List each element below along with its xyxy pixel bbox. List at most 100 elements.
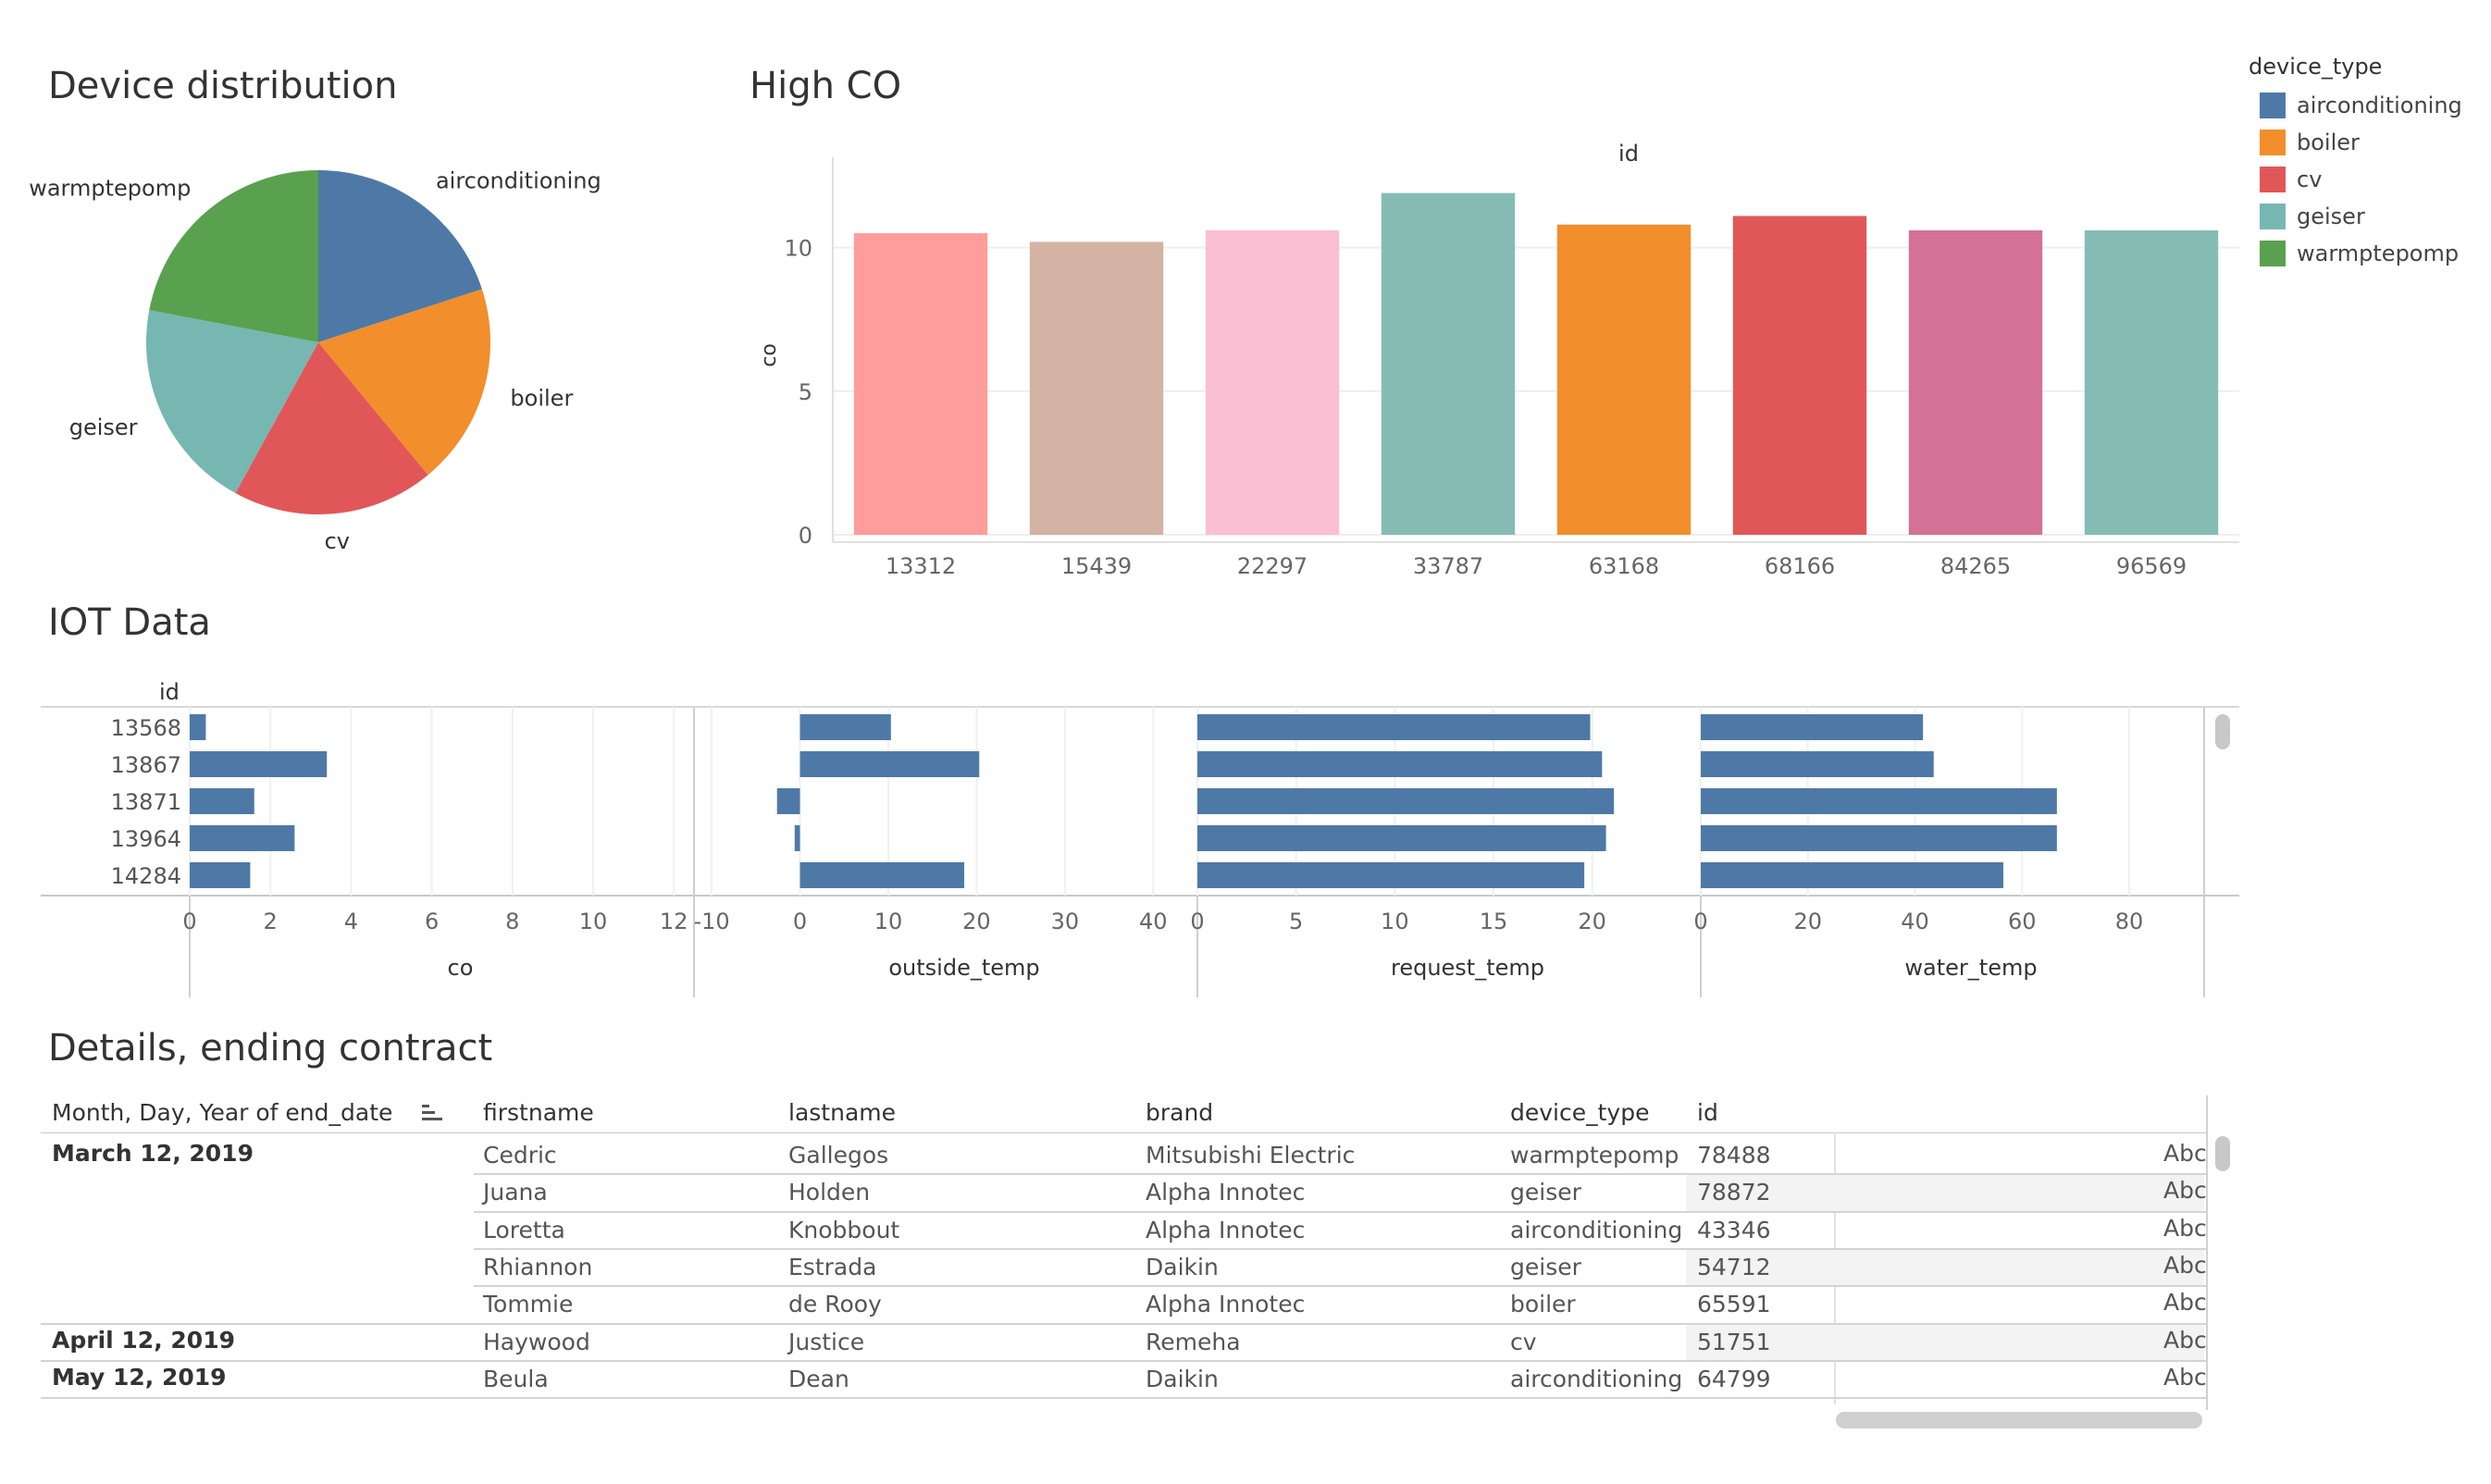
bar-96569[interactable]: [2084, 229, 2219, 535]
bar-co-14284[interactable]: [190, 862, 251, 888]
cell-lastname[interactable]: Justice: [788, 1328, 865, 1355]
legend-label: geiser: [2297, 204, 2365, 229]
cell-firstname[interactable]: Rhiannon: [483, 1253, 593, 1280]
cell-brand[interactable]: Daikin: [1146, 1365, 1219, 1392]
cell-device_type[interactable]: cv: [1510, 1328, 1537, 1355]
cell-id[interactable]: 78488: [1697, 1142, 1771, 1169]
cell-lastname[interactable]: Gallegos: [788, 1142, 889, 1169]
x-tick-label: 68166: [1765, 553, 1835, 579]
date-cell: May 12, 2019: [52, 1363, 227, 1391]
axis-title-water_temp: water_temp: [1904, 955, 2037, 981]
cell-id[interactable]: 65591: [1697, 1291, 1771, 1318]
header-lastname[interactable]: lastname: [788, 1099, 896, 1126]
bar-outside_temp-13871[interactable]: [776, 788, 800, 814]
legend-item-cv[interactable]: cv: [2260, 165, 2322, 194]
bar-68166[interactable]: [1732, 216, 1867, 535]
cell-firstname[interactable]: Beula: [483, 1365, 549, 1392]
cell-lastname[interactable]: Dean: [788, 1365, 849, 1392]
cell-brand[interactable]: Daikin: [1146, 1253, 1219, 1280]
x-tick-label: 20: [1578, 909, 1606, 934]
cell-firstname[interactable]: Cedric: [483, 1142, 557, 1169]
bar-15439[interactable]: [1029, 241, 1164, 535]
cell-brand[interactable]: Alpha Innotec: [1146, 1216, 1306, 1243]
bar-water_temp-13568[interactable]: [1701, 714, 1924, 740]
bar-co-13871[interactable]: [190, 788, 254, 814]
legend-item-boiler[interactable]: boiler: [2260, 128, 2360, 157]
cell-device_type[interactable]: geiser: [1510, 1179, 1581, 1206]
row-divider: [474, 1247, 2206, 1250]
bar-water_temp-14284[interactable]: [1701, 862, 2003, 888]
bar-33787[interactable]: [1381, 192, 1516, 535]
header-brand[interactable]: brand: [1146, 1099, 1214, 1126]
sort-icon[interactable]: [422, 1103, 446, 1123]
header-device-type[interactable]: device_type: [1510, 1099, 1650, 1126]
cell-id[interactable]: 54712: [1697, 1253, 1771, 1280]
bar-request_temp-14284[interactable]: [1197, 862, 1585, 888]
cell-brand[interactable]: Alpha Innotec: [1146, 1179, 1306, 1206]
bar-22297[interactable]: [1205, 229, 1340, 535]
cell-device_type[interactable]: airconditioning: [1510, 1216, 1683, 1243]
cell-lastname[interactable]: Knobbout: [788, 1216, 900, 1243]
header-date[interactable]: Month, Day, Year of end_date: [52, 1099, 393, 1126]
pie-chart-title: Device distribution: [48, 65, 398, 107]
bar-13312[interactable]: [853, 233, 988, 535]
x-tick-label: 20: [962, 909, 991, 934]
legend-item-warmptepomp[interactable]: warmptepomp: [2260, 239, 2459, 268]
bar-request_temp-13867[interactable]: [1197, 751, 1603, 777]
header-divider: [41, 1132, 2206, 1133]
header-firstname[interactable]: firstname: [483, 1099, 594, 1126]
cell-lastname[interactable]: de Rooy: [788, 1291, 882, 1318]
bar-outside_temp-13568[interactable]: [799, 714, 891, 740]
y-tick-label: 0: [799, 523, 812, 549]
cell-firstname[interactable]: Juana: [483, 1179, 548, 1206]
table-vertical-scrollbar[interactable]: [2215, 1136, 2230, 1171]
pie-slice-warmptepomp[interactable]: [149, 170, 318, 342]
header-id[interactable]: id: [1697, 1099, 1718, 1126]
cell-id[interactable]: 64799: [1697, 1365, 1771, 1392]
cell-firstname[interactable]: Loretta: [483, 1216, 565, 1243]
bar-co-13964[interactable]: [190, 825, 295, 851]
date-cell: April 12, 2019: [52, 1326, 235, 1354]
cell-brand[interactable]: Mitsubishi Electric: [1146, 1142, 1356, 1169]
bar-request_temp-13568[interactable]: [1197, 714, 1591, 740]
cell-lastname[interactable]: Holden: [788, 1179, 871, 1206]
bar-water_temp-13871[interactable]: [1701, 788, 2057, 814]
bar-outside_temp-13867[interactable]: [799, 751, 980, 777]
bar-water_temp-13867[interactable]: [1701, 751, 1934, 777]
x-tick-label: 15: [1480, 909, 1508, 934]
bar-water_temp-13964[interactable]: [1701, 825, 2057, 851]
pie-slice-geiser[interactable]: [146, 310, 318, 493]
bar-request_temp-13964[interactable]: [1197, 825, 1606, 851]
cell-device_type[interactable]: boiler: [1510, 1291, 1576, 1318]
pie-slice-airconditioning[interactable]: [318, 170, 482, 342]
bar-co-13867[interactable]: [190, 751, 328, 777]
pie-slice-boiler[interactable]: [318, 289, 490, 476]
cell-id[interactable]: 78872: [1697, 1179, 1771, 1206]
cell-lastname[interactable]: Estrada: [788, 1253, 877, 1280]
x-tick-label: 0: [182, 909, 196, 934]
pie-slice-cv[interactable]: [235, 342, 428, 514]
cell-id[interactable]: 43346: [1697, 1216, 1771, 1243]
table-horizontal-scrollbar[interactable]: [1836, 1412, 2202, 1428]
iot-vertical-scrollbar[interactable]: [2215, 714, 2230, 749]
x-tick-label: 80: [2115, 909, 2144, 934]
legend-item-geiser[interactable]: geiser: [2260, 202, 2365, 231]
cell-brand[interactable]: Remeha: [1146, 1328, 1241, 1355]
cell-device_type[interactable]: geiser: [1510, 1253, 1581, 1280]
legend-item-airconditioning[interactable]: airconditioning: [2260, 91, 2462, 120]
bar-request_temp-13871[interactable]: [1197, 788, 1615, 814]
cell-firstname[interactable]: Tommie: [483, 1291, 574, 1318]
cell-brand[interactable]: Alpha Innotec: [1146, 1291, 1306, 1318]
bar-outside_temp-14284[interactable]: [799, 862, 965, 888]
bar-84265[interactable]: [1908, 229, 2043, 535]
bar-outside_temp-13964[interactable]: [794, 825, 800, 851]
x-tick-label: 40: [1901, 909, 1929, 934]
cell-id[interactable]: 51751: [1697, 1328, 1771, 1355]
high-co-bar-chart: 0 5 10 co id 13312 15439 22297 33787 63168 68166 84…: [758, 141, 2239, 579]
iot-chart-title: IOT Data: [48, 601, 211, 644]
cell-device_type[interactable]: warmptepomp: [1510, 1142, 1679, 1169]
cell-device_type[interactable]: airconditioning: [1510, 1365, 1683, 1392]
bar-co-13568[interactable]: [190, 714, 206, 740]
bar-63168[interactable]: [1556, 224, 1692, 535]
cell-firstname[interactable]: Haywood: [483, 1328, 590, 1355]
